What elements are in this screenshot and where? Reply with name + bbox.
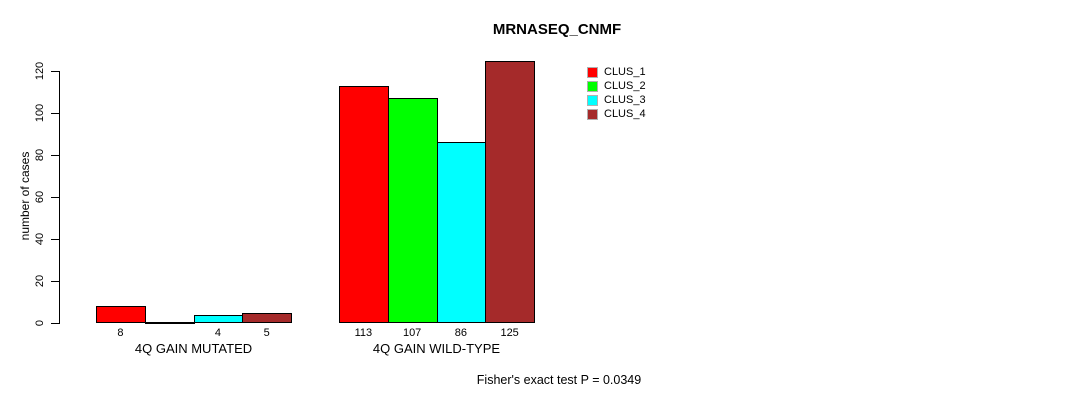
y-axis-tick <box>51 113 59 114</box>
legend-label: CLUS_4 <box>604 108 646 120</box>
legend-item: CLUS_1 <box>587 65 646 79</box>
y-axis-tick <box>51 239 59 240</box>
bar-clus_3-4q-gain-wild-type <box>436 142 487 323</box>
chart-title: MRNASEQ_CNMF <box>492 21 622 38</box>
y-axis-tick-label: 40 <box>34 232 46 246</box>
bar-value-label: 5 <box>263 327 270 339</box>
bar-clus_2-4q-gain-wild-type <box>387 98 438 323</box>
y-axis-tick-label: 80 <box>34 148 46 162</box>
bar-clus_4-4q-gain-mutated <box>242 312 292 323</box>
legend-item: CLUS_3 <box>587 93 646 107</box>
y-axis-tick-label: 20 <box>34 274 46 288</box>
bar-value-label: 113 <box>354 327 373 339</box>
y-axis-tick-label: 100 <box>34 103 46 123</box>
legend-swatch-clus_2 <box>587 80 598 92</box>
legend-item: CLUS_2 <box>587 79 646 93</box>
y-axis-tick-label: 60 <box>34 190 46 204</box>
y-axis-tick <box>51 155 59 156</box>
legend-swatch-clus_3 <box>587 94 598 106</box>
y-axis-tick-label: 0 <box>34 319 46 327</box>
y-axis-label: number of cases <box>18 151 32 241</box>
y-axis-tick <box>51 323 59 324</box>
group-label: 4Q GAIN WILD-TYPE <box>372 341 501 356</box>
bar-value-label: 4 <box>214 327 221 339</box>
bar-value-label: 8 <box>117 327 124 339</box>
group-label: 4Q GAIN MUTATED <box>134 341 253 356</box>
y-axis-tick <box>51 197 59 198</box>
bar-value-label: 107 <box>402 327 422 339</box>
bar-value-label: 125 <box>500 327 519 339</box>
y-axis-tick <box>51 71 59 72</box>
legend-swatch-clus_4 <box>587 108 598 120</box>
legend-label: CLUS_3 <box>604 94 646 106</box>
bar-clus_1-4q-gain-mutated <box>96 306 146 323</box>
bar-clus_3-4q-gain-mutated <box>193 314 244 323</box>
bar-value-label: 86 <box>454 327 467 339</box>
bar-clus_1-4q-gain-wild-type <box>339 85 389 323</box>
y-axis-tick-label: 120 <box>34 61 46 81</box>
legend-label: CLUS_1 <box>604 66 646 78</box>
bar-clus_2-4q-gain-mutated <box>144 322 195 324</box>
y-axis-tick <box>51 281 59 282</box>
legend-swatch-clus_1 <box>587 66 598 78</box>
y-axis-line <box>59 71 60 324</box>
stats-caption: Fisher's exact test P = 0.0349 <box>476 373 642 387</box>
legend-item: CLUS_4 <box>587 107 646 121</box>
legend-label: CLUS_2 <box>604 80 646 92</box>
bar-clus_4-4q-gain-wild-type <box>485 60 535 323</box>
legend: CLUS_1 CLUS_2 CLUS_3 CLUS_4 <box>587 65 646 121</box>
